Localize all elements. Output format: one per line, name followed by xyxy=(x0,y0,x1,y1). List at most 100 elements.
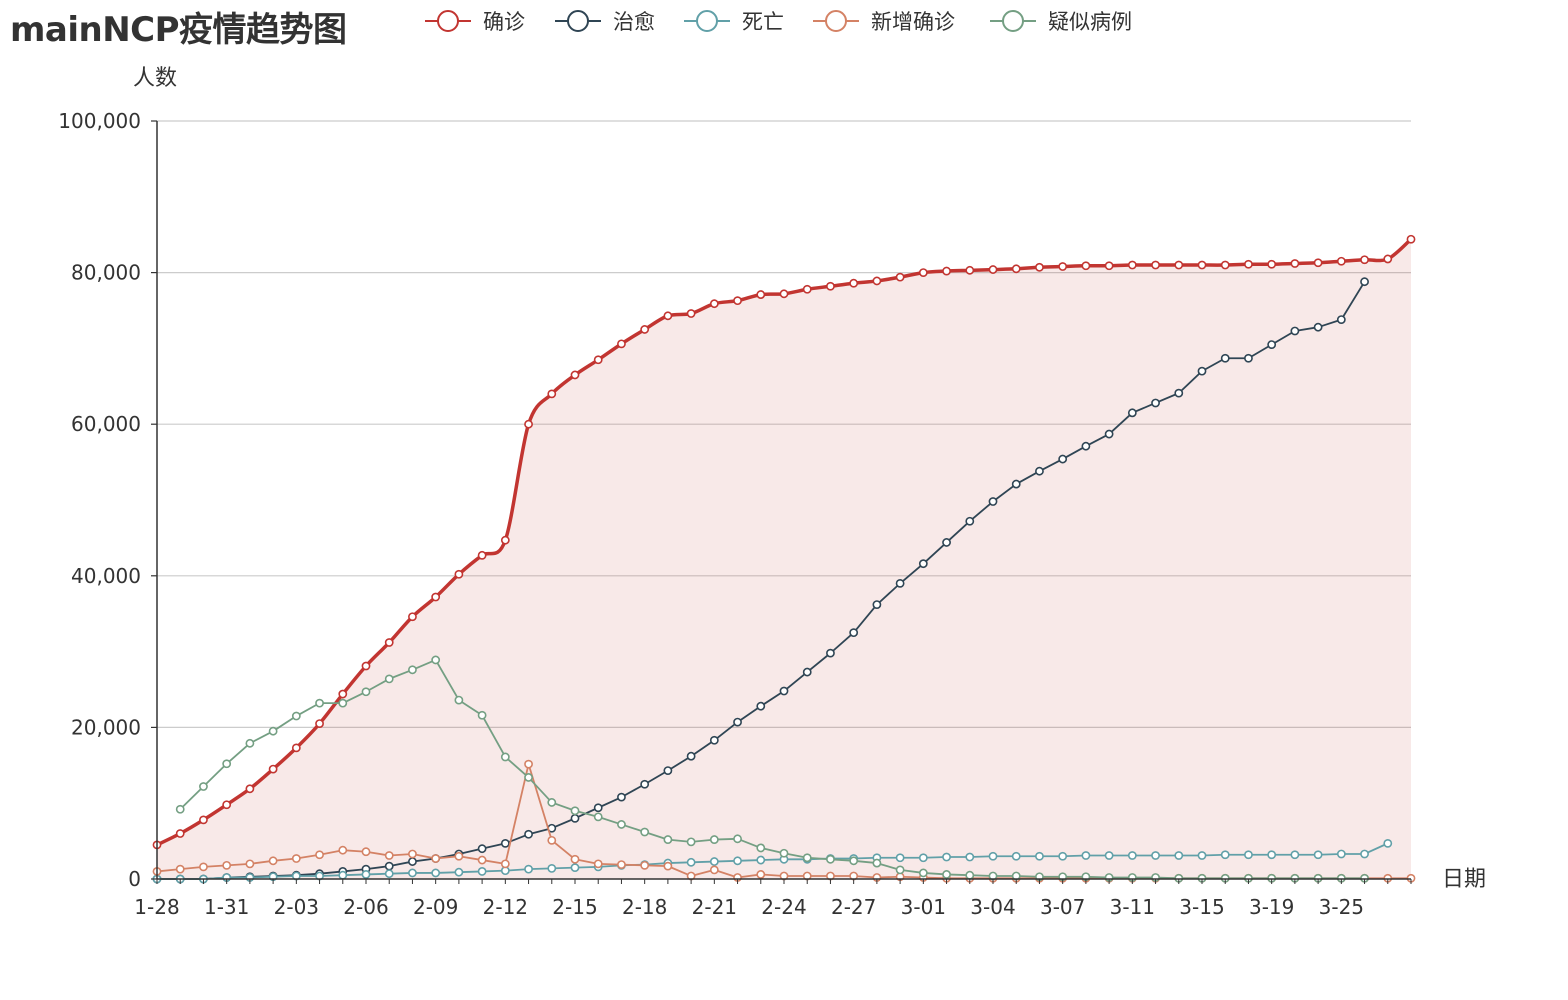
legend-item-0[interactable]: 确诊 xyxy=(425,10,525,34)
data-point xyxy=(384,861,394,871)
y-tick-label: 60,000 xyxy=(71,412,141,436)
data-point xyxy=(617,820,626,829)
legend-label: 疑似病例 xyxy=(1048,10,1132,34)
data-point xyxy=(1290,326,1300,336)
data-point xyxy=(849,628,859,638)
data-point xyxy=(1151,260,1160,270)
data-point xyxy=(1360,277,1369,287)
data-point xyxy=(1011,851,1021,861)
data-point xyxy=(849,278,859,288)
data-point xyxy=(1127,851,1137,860)
data-point xyxy=(918,868,928,878)
data-point xyxy=(640,827,650,837)
x-tick-label: 3-07 xyxy=(1040,895,1085,919)
data-point xyxy=(524,759,533,769)
data-point xyxy=(547,798,557,807)
data-point xyxy=(570,863,580,873)
data-point xyxy=(1336,315,1346,324)
data-point xyxy=(1244,259,1253,269)
data-point xyxy=(733,856,742,866)
data-point xyxy=(291,743,301,753)
x-tick-label: 3-25 xyxy=(1319,895,1364,919)
data-point xyxy=(315,698,324,708)
legend-item-1[interactable]: 治愈 xyxy=(555,10,655,34)
data-point xyxy=(779,686,789,696)
series-0 xyxy=(152,234,1416,850)
x-tick-label: 3-04 xyxy=(970,895,1015,919)
data-point xyxy=(222,860,232,870)
data-point xyxy=(1174,388,1184,398)
data-point xyxy=(965,516,975,526)
data-point xyxy=(942,266,951,276)
data-point xyxy=(918,268,928,277)
series-layer xyxy=(152,234,1416,884)
data-point xyxy=(918,559,928,569)
data-point xyxy=(431,868,441,878)
data-point xyxy=(663,835,673,844)
data-point xyxy=(988,851,998,861)
data-point xyxy=(384,851,394,860)
data-point xyxy=(547,863,557,873)
data-point xyxy=(826,281,835,291)
data-point xyxy=(733,717,742,727)
data-point xyxy=(1267,259,1277,269)
legend-item-4[interactable]: 疑似病例 xyxy=(990,10,1132,34)
data-point xyxy=(338,845,348,855)
data-point xyxy=(268,726,278,736)
legend-item-2[interactable]: 死亡 xyxy=(684,10,784,34)
data-point xyxy=(1290,850,1300,860)
y-tick-label: 100,000 xyxy=(58,109,141,133)
data-point xyxy=(1035,466,1044,476)
y-tick-label: 20,000 xyxy=(71,715,141,739)
data-point xyxy=(477,867,487,876)
data-point xyxy=(1220,353,1230,363)
data-point xyxy=(686,309,696,318)
data-point xyxy=(965,852,975,862)
y-tick-label: 40,000 xyxy=(71,564,141,588)
legend-marker xyxy=(825,10,847,32)
data-point xyxy=(500,859,510,869)
data-point xyxy=(384,869,394,879)
data-point xyxy=(500,752,510,762)
data-point xyxy=(1127,408,1137,418)
data-point xyxy=(1244,850,1253,860)
data-point xyxy=(268,856,278,866)
data-point xyxy=(1336,256,1346,266)
data-point xyxy=(338,698,348,708)
data-point xyxy=(709,865,719,875)
data-point xyxy=(315,719,324,729)
y-axis-title: 人数 xyxy=(133,66,177,91)
data-point xyxy=(1174,260,1184,270)
data-point xyxy=(431,854,441,863)
x-tick-label: 1-31 xyxy=(204,895,249,919)
data-point xyxy=(895,272,905,282)
data-point xyxy=(547,835,557,845)
data-point xyxy=(1151,851,1160,860)
data-point xyxy=(361,687,371,697)
series-2 xyxy=(152,838,1393,884)
data-point xyxy=(547,389,557,399)
data-point xyxy=(1174,851,1184,860)
x-tick-label: 2-21 xyxy=(692,895,737,919)
data-point xyxy=(570,854,580,864)
x-tick-label: 3-19 xyxy=(1249,895,1294,919)
data-point xyxy=(431,655,441,665)
series-4 xyxy=(175,655,1369,883)
data-point xyxy=(617,339,626,349)
data-point xyxy=(1267,850,1277,860)
data-point xyxy=(454,867,464,877)
data-point xyxy=(524,829,533,839)
data-point xyxy=(617,860,626,869)
data-point xyxy=(175,804,185,814)
legend-item-3[interactable]: 新增确诊 xyxy=(813,10,955,34)
data-point xyxy=(663,861,673,871)
data-point xyxy=(500,838,510,848)
x-tick-label: 2-27 xyxy=(831,895,876,919)
data-point xyxy=(454,569,464,579)
data-point xyxy=(408,665,417,675)
data-point xyxy=(826,648,835,658)
data-point xyxy=(291,854,301,863)
data-point xyxy=(756,701,766,711)
data-point xyxy=(1127,260,1137,270)
